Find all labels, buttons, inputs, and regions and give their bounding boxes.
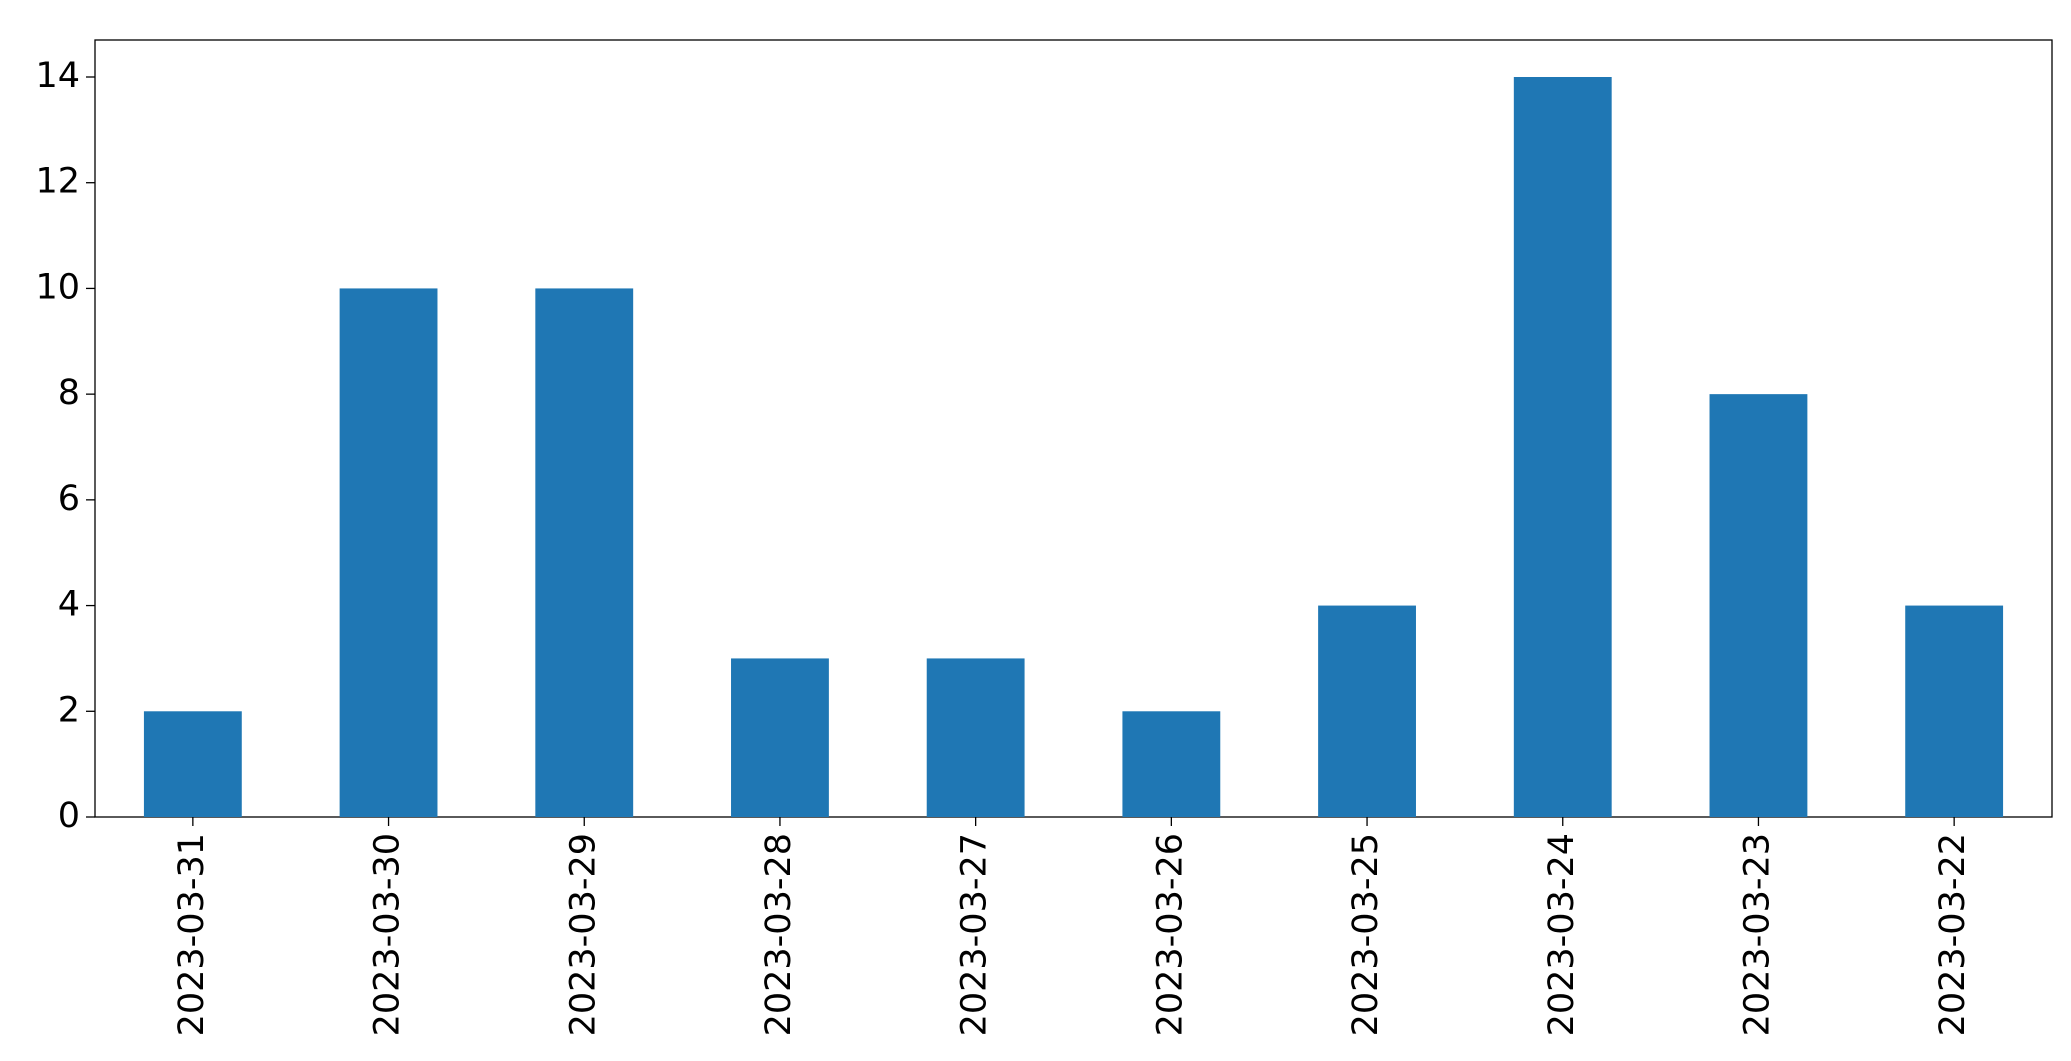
bar	[926, 658, 1025, 817]
bar	[339, 288, 438, 817]
y-tick-label: 4	[58, 585, 80, 625]
bar	[731, 658, 829, 817]
x-tick-label: 2023-03-24	[1542, 833, 1582, 1036]
y-tick-label: 0	[58, 796, 80, 836]
x-tick-label: 2023-03-25	[1346, 833, 1386, 1036]
x-tick-label: 2023-03-31	[172, 833, 212, 1036]
y-tick-label: 2	[58, 690, 80, 730]
plot-frame	[94, 39, 2053, 818]
bar	[1318, 605, 1416, 817]
bar	[1122, 711, 1221, 817]
x-tick-label: 2023-03-29	[563, 833, 603, 1036]
bar	[535, 288, 634, 817]
x-tick-label: 2023-03-26	[1150, 833, 1190, 1036]
bar	[1709, 394, 1808, 817]
x-tick-label: 2023-03-23	[1737, 833, 1777, 1036]
y-tick-label: 10	[35, 267, 80, 307]
x-tick-label: 2023-03-30	[368, 833, 408, 1036]
bar	[143, 711, 242, 817]
bar	[1513, 77, 1612, 817]
x-tick-label: 2023-03-28	[759, 833, 799, 1036]
x-tick-label: 2023-03-27	[955, 833, 995, 1036]
y-tick-label: 8	[58, 373, 80, 413]
y-tick-label: 12	[35, 162, 80, 202]
y-tick-label: 14	[35, 56, 80, 96]
bar	[1905, 605, 2004, 817]
y-tick-label: 6	[58, 479, 80, 519]
x-tick-label: 2023-03-22	[1933, 833, 1973, 1036]
